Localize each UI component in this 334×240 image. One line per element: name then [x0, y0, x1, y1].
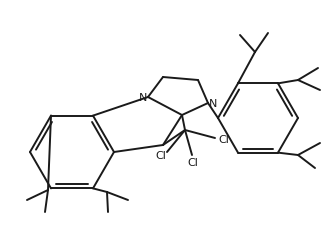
Text: Cl: Cl [188, 158, 198, 168]
Text: Cl: Cl [218, 135, 229, 145]
Text: N: N [209, 99, 217, 109]
Text: Cl: Cl [156, 151, 166, 161]
Text: N: N [139, 93, 147, 103]
